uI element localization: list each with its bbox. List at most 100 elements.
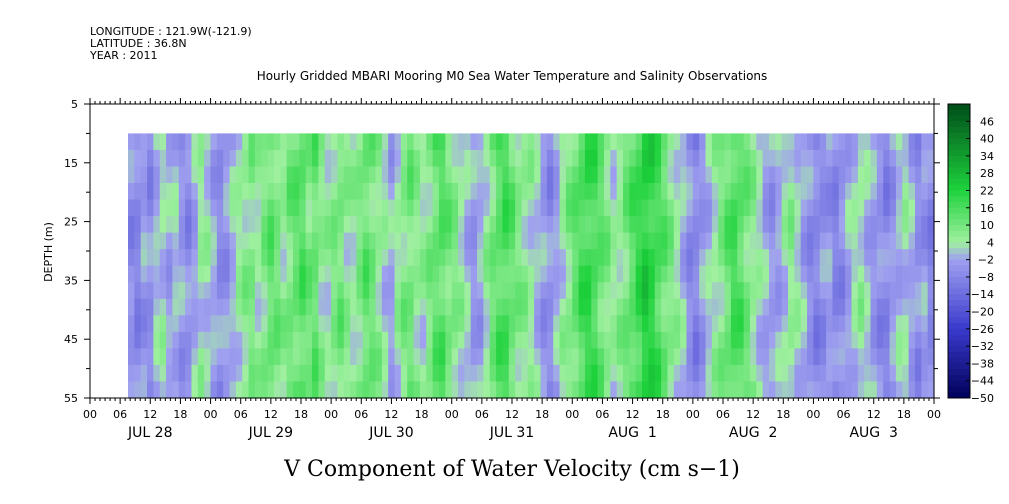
heatmap-cell — [223, 265, 231, 283]
heatmap-cell — [781, 249, 789, 267]
heatmap-cell — [369, 315, 377, 333]
x-tick-label: 06 — [716, 408, 730, 421]
heatmap-cell — [692, 298, 700, 316]
heatmap-cell — [261, 381, 269, 399]
heatmap-cell — [908, 364, 916, 383]
heatmap-cell — [584, 315, 592, 333]
heatmap-cell — [788, 298, 795, 316]
heatmap-cell — [496, 199, 504, 217]
heatmap-cell — [166, 133, 174, 151]
heatmap-cell — [451, 216, 459, 234]
colorbar-tick-label: −50 — [971, 392, 994, 405]
heatmap-cell — [724, 232, 732, 250]
colorbar-swatch — [948, 190, 970, 197]
heatmap-cell — [623, 149, 630, 168]
heatmap-cell — [445, 348, 453, 366]
heatmap-cell — [280, 298, 288, 316]
heatmap-cell — [185, 183, 193, 201]
colorbar-swatch — [948, 271, 970, 278]
heatmap-cell — [273, 166, 281, 184]
heatmap-cell — [362, 265, 370, 283]
heatmap-cell — [426, 183, 434, 201]
heatmap-cell — [521, 315, 529, 333]
heatmap-cell — [172, 364, 180, 383]
heatmap-cell — [838, 166, 846, 184]
heatmap-cell — [838, 265, 846, 283]
heatmap-cell — [699, 298, 707, 316]
heatmap-cell — [832, 364, 840, 383]
heatmap-cell — [128, 315, 135, 333]
heatmap-cell — [299, 331, 307, 349]
heatmap-cell — [762, 166, 770, 184]
heatmap-cell — [356, 183, 364, 201]
heatmap-cell — [521, 166, 529, 184]
heatmap-cell — [565, 331, 573, 349]
heatmap-cell — [388, 331, 396, 349]
heatmap-cell — [616, 364, 624, 383]
heatmap-cell — [515, 149, 523, 168]
heatmap-cell — [813, 364, 821, 383]
heatmap-cell — [864, 265, 872, 283]
heatmap-cell — [521, 381, 529, 399]
heatmap-cell — [312, 166, 319, 184]
heatmap-cell — [603, 298, 611, 316]
heatmap-cell — [807, 381, 815, 399]
heatmap-cell — [540, 232, 548, 250]
heatmap-cell — [407, 364, 415, 383]
heatmap-cell — [813, 348, 821, 366]
heatmap-cell — [267, 315, 275, 333]
heatmap-cell — [381, 282, 389, 300]
heatmap-cell — [464, 331, 472, 349]
heatmap-cell — [147, 282, 154, 300]
heatmap-cell — [718, 315, 726, 333]
heatmap-cell — [394, 315, 402, 333]
heatmap-cell — [267, 216, 275, 234]
colorbar-swatch — [948, 173, 970, 180]
heatmap-cell — [762, 348, 770, 366]
heatmap-cell — [908, 282, 916, 300]
heatmap-cell — [584, 199, 592, 217]
heatmap-cell — [470, 298, 478, 316]
heatmap-cell — [908, 381, 916, 399]
heatmap-cell — [147, 315, 154, 333]
heatmap-cell — [584, 166, 592, 184]
heatmap-cell — [832, 265, 840, 283]
heatmap-cell — [343, 298, 351, 316]
heatmap-cell — [204, 298, 212, 316]
heatmap-cell — [800, 183, 808, 201]
heatmap-cell — [172, 381, 180, 399]
heatmap-cell — [432, 298, 440, 316]
heatmap-cell — [356, 133, 364, 151]
heatmap-cell — [400, 199, 408, 217]
heatmap-cell — [648, 364, 656, 383]
heatmap-cell — [597, 265, 605, 283]
heatmap-cell — [648, 216, 656, 234]
heatmap-cell — [686, 364, 694, 383]
heatmap-cell — [191, 348, 199, 366]
heatmap-cell — [546, 265, 554, 283]
heatmap-cell — [140, 216, 148, 234]
heatmap-cell — [216, 183, 224, 201]
heatmap-cell — [318, 199, 326, 217]
heatmap-cell — [616, 166, 624, 184]
heatmap-cell — [788, 166, 795, 184]
heatmap-cell — [845, 149, 853, 168]
heatmap-cell — [794, 331, 802, 349]
heatmap-cell — [819, 282, 827, 300]
heatmap-cell — [337, 232, 345, 250]
heatmap-cell — [781, 216, 789, 234]
heatmap-cell — [768, 166, 776, 184]
heatmap-cell — [883, 149, 891, 168]
x-tick-label: 18 — [415, 408, 429, 421]
heatmap-cell — [445, 381, 453, 399]
heatmap-cell — [413, 249, 421, 267]
heatmap-cell — [857, 331, 865, 349]
heatmap-cell — [699, 149, 707, 168]
heatmap-cell — [927, 315, 935, 333]
heatmap-cell — [280, 381, 288, 399]
heatmap-cell — [204, 348, 212, 366]
heatmap-cell — [718, 265, 726, 283]
x-day-label: JUL 31 — [489, 425, 534, 441]
heatmap-cell — [458, 331, 465, 349]
heatmap-cell — [254, 298, 262, 316]
